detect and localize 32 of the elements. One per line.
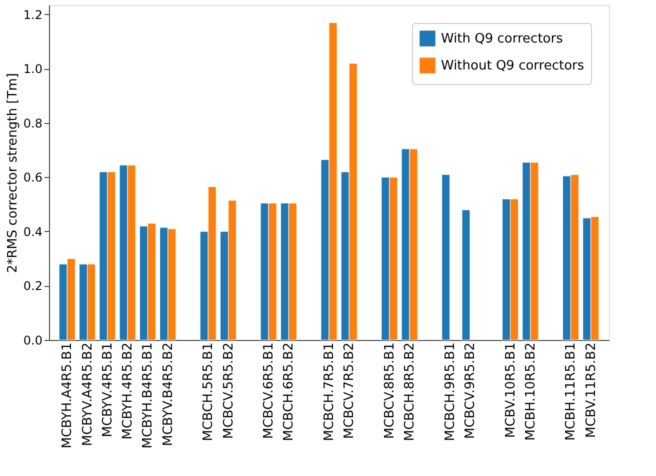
legend-label: Without Q9 correctors (441, 58, 584, 74)
y-tick-label: 0.4 (23, 225, 42, 239)
y-tick-label: 0.8 (23, 116, 42, 130)
x-tick-label: MCBCH.8R5.B2 (402, 342, 418, 442)
x-tick-label: MCBYV.A4R5.B2 (80, 342, 96, 446)
x-tick-label: MCBYV.4R5.B1 (100, 342, 116, 438)
x-tick-label: MCBCV.5R5.B2 (221, 342, 236, 439)
x-tick-label: MCBV.10R5.B1 (503, 342, 518, 438)
bar (442, 174, 450, 340)
x-tick-label: MCBYH.4R5.B2 (120, 342, 136, 440)
y-tick-label: 0.0 (23, 334, 42, 348)
y-axis-title: 2*RMS corrector strength [Tm] (5, 73, 20, 273)
x-tick-label: MCBCV.9R5.B2 (463, 342, 478, 439)
x-tick-label: MCBYV.B4R5.B2 (160, 342, 176, 446)
x-tick-label: MCBH.11R5.B1 (564, 342, 579, 441)
x-tick-label: MCBH.10R5.B2 (523, 342, 538, 441)
bar (462, 210, 470, 340)
legend-label: With Q9 correctors (441, 32, 564, 46)
y-tick-label: 0.6 (23, 170, 42, 185)
x-tick-label: MCBYH.B4R5.B1 (140, 342, 156, 448)
y-tick-label: 1.0 (23, 62, 42, 76)
x-tick-label: MCBCV.7R5.B2 (342, 342, 358, 439)
y-tick-label: 1.2 (23, 8, 42, 22)
x-tick-label: MCBYH.A4R5.B1 (60, 342, 76, 448)
x-tick-label: MCBCH.5R5.B1 (201, 342, 216, 442)
y-tick-label: 0.2 (23, 279, 42, 294)
x-tick-label: MCBCH.6R5.B2 (282, 342, 297, 442)
x-tick-label: MCBCV.8R5.B1 (382, 342, 398, 439)
x-tick-label: MCBCH.7R5.B1 (322, 342, 337, 442)
x-tick-label: MCBCV.6R5.B1 (262, 342, 277, 439)
x-tick-label: MCBCH.9R5.B1 (442, 342, 458, 442)
x-tick-label: MCBV.11R5.B2 (584, 342, 599, 438)
